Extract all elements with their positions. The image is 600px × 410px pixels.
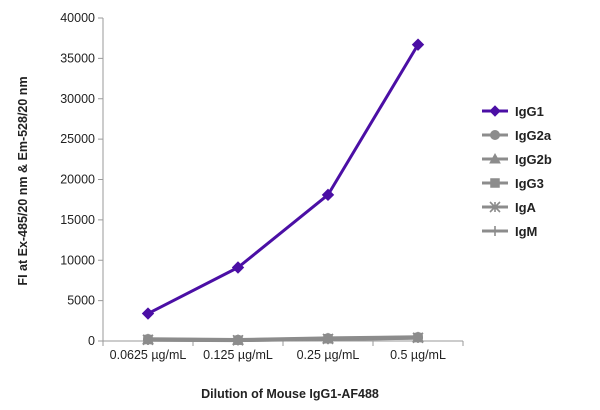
series-igg2a — [143, 331, 423, 345]
series-line-igg1 — [147, 43, 420, 315]
x-axis-ticks: 0.0625 µg/mL 0.125 µg/mL 0.25 µg/mL 0.5 µg/… — [102, 341, 464, 362]
y-tick-label: 5000 — [67, 294, 95, 308]
legend-label: IgG1 — [515, 104, 544, 119]
legend-label: IgA — [515, 200, 537, 215]
legend-marker-igg2b — [489, 152, 501, 164]
y-tick-label: 40000 — [60, 11, 95, 25]
legend-label: IgG2a — [515, 128, 552, 143]
x-tick-label: 0.5 µg/mL — [390, 348, 446, 362]
y-tick-label: 20000 — [60, 173, 95, 187]
x-tick-label: 0.125 µg/mL — [203, 348, 273, 362]
chart-axes — [102, 18, 463, 342]
legend-marker-iga — [489, 201, 501, 213]
legend-label: IgM — [515, 224, 537, 239]
legend-item-igg2b: IgG2b — [482, 152, 552, 167]
data-point-igg1 — [321, 188, 335, 202]
data-point-igg2a — [233, 334, 243, 345]
y-axis-ticks: 0 5000 10000 15000 20000 25000 30000 35000 40000 — [60, 11, 103, 348]
y-tick-label: 30000 — [60, 92, 95, 106]
y-axis-title: FI at Ex-485/20 nm & Em-528/20 nm — [16, 76, 30, 285]
data-point-igg2a — [323, 333, 333, 344]
data-point-igg1 — [231, 261, 245, 274]
series-line-igg2a — [147, 335, 419, 342]
series-igg1 — [141, 38, 425, 320]
legend-marker-igg3 — [490, 178, 500, 188]
data-point-igg1 — [141, 307, 155, 320]
x-axis-title: Dilution of Mouse IgG1-AF488 — [201, 387, 379, 401]
y-tick-label: 25000 — [60, 132, 95, 146]
data-point-igg2a — [413, 331, 423, 342]
legend-item-igg1: IgG1 — [482, 104, 544, 119]
y-tick-label: 15000 — [60, 213, 95, 227]
legend-marker-igg1 — [489, 105, 501, 117]
legend-item-iga: IgA — [482, 200, 537, 215]
x-tick-label: 0.0625 µg/mL — [110, 348, 187, 362]
legend-item-igm: IgM — [482, 224, 537, 239]
legend-label: IgG2b — [515, 152, 552, 167]
y-tick-label: 35000 — [60, 51, 95, 65]
series-layer — [141, 38, 425, 346]
data-point-igg2a — [143, 333, 153, 344]
y-tick-label: 10000 — [60, 253, 95, 267]
legend-marker-igg2a — [490, 130, 500, 140]
legend-marker-igm — [490, 226, 500, 236]
data-point-igg1 — [411, 38, 425, 51]
legend-item-igg3: IgG3 — [482, 176, 544, 191]
x-tick-label: 0.25 µg/mL — [297, 348, 360, 362]
legend-item-igg2a: IgG2a — [482, 128, 552, 143]
legend-label: IgG3 — [515, 176, 544, 191]
legend: IgG1 IgG2a IgG2b IgG3 IgA IgM — [482, 104, 552, 239]
y-tick-label: 0 — [88, 334, 95, 348]
